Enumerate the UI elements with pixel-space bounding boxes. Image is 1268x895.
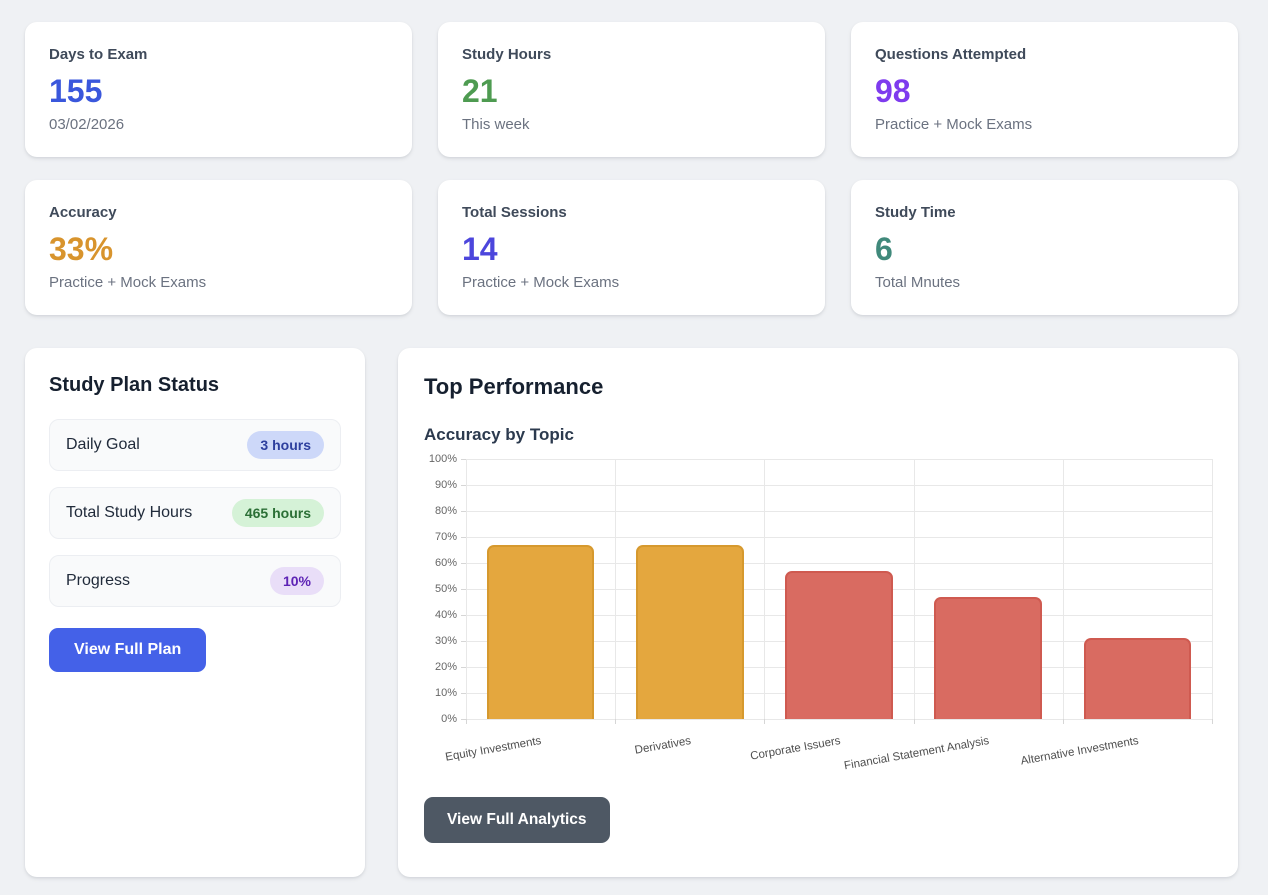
stat-label: Study Hours: [462, 46, 552, 63]
y-tick-label: 50%: [434, 583, 457, 595]
stat-subtext: Practice + Mock Exams: [875, 116, 1033, 133]
study-plan-title: Study Plan Status: [49, 374, 220, 396]
x-tick-label: Derivatives: [633, 735, 692, 757]
view-full-analytics-button[interactable]: View Full Analytics: [424, 797, 610, 843]
plan-row-label: Total Study Hours: [66, 504, 193, 521]
y-tick-label: 70%: [434, 531, 457, 543]
x-tick-mark: [913, 719, 915, 724]
x-tick-label: Financial Statement Analysis: [843, 735, 991, 773]
chart-x-axis: Equity Investments Derivatives Corporate I…: [445, 719, 1213, 781]
chart-bar[interactable]: [785, 570, 893, 719]
stat-subtext: Practice + Mock Exams: [462, 274, 620, 291]
chart-plot: [461, 459, 1213, 720]
stat-card-days-to-exam: Days to Exam 155 03/02/2026: [25, 22, 412, 157]
gridline: [466, 511, 1212, 512]
top-performance-panel: Top Performance Accuracy by Topic 0% 10% 2…: [398, 348, 1238, 877]
total-hours-badge: 465 hours: [231, 499, 324, 527]
y-tick-mark: [461, 537, 466, 538]
chart-y-axis: 0% 10% 20% 30% 40% 50% 60% 70% 80% 90% 100%: [424, 453, 466, 725]
y-tick-mark: [461, 719, 466, 720]
y-tick-label: 40%: [434, 609, 457, 621]
stat-value: 98: [875, 73, 911, 109]
gridline: [913, 459, 915, 719]
x-tick-label: Alternative Investments: [1019, 735, 1140, 768]
gridline: [466, 563, 1212, 564]
stat-card-study-time: Study Time 6 Total Mnutes: [851, 180, 1238, 315]
dashboard-page: Days to Exam 155 03/02/2026 Study Hours …: [25, 22, 1238, 877]
x-tick-mark: [615, 719, 617, 724]
plan-row-label: Progress: [66, 572, 131, 589]
plan-row-label: Daily Goal: [66, 436, 140, 453]
stat-label: Study Time: [875, 204, 956, 221]
y-tick-mark: [461, 459, 466, 460]
x-tick-mark: [466, 719, 467, 724]
stat-subtext: This week: [462, 116, 530, 133]
stats-grid: Days to Exam 155 03/02/2026 Study Hours …: [25, 22, 1238, 315]
y-tick-label: 0%: [441, 713, 457, 725]
stat-label: Accuracy: [49, 204, 117, 221]
accuracy-by-topic-chart: 0% 10% 20% 30% 40% 50% 60% 70% 80% 90% 100%: [424, 453, 1213, 725]
stat-card-study-hours: Study Hours 21 This week: [438, 22, 825, 157]
stat-value: 14: [462, 231, 498, 267]
stat-value: 155: [49, 73, 103, 109]
gridline: [466, 537, 1212, 538]
stat-value: 33%: [49, 231, 114, 267]
stat-card-total-sessions: Total Sessions 14 Practice + Mock Exams: [438, 180, 825, 315]
y-tick-label: 30%: [434, 635, 457, 647]
y-tick-mark: [461, 589, 466, 590]
y-tick-label: 90%: [434, 479, 457, 491]
stat-card-accuracy: Accuracy 33% Practice + Mock Exams: [25, 180, 412, 315]
y-tick-mark: [461, 485, 466, 486]
performance-title: Top Performance: [424, 374, 604, 399]
plan-row-total-study-hours: Total Study Hours 465 hours: [49, 487, 341, 539]
y-tick-mark: [461, 667, 466, 668]
stat-subtext: Total Mnutes: [875, 274, 961, 291]
gridline: [1062, 459, 1064, 719]
y-tick-mark: [461, 641, 466, 642]
study-plan-panel: Study Plan Status Daily Goal 3 hours Tot…: [25, 348, 365, 877]
x-tick-mark: [1062, 719, 1064, 724]
gridline: [1212, 459, 1213, 719]
y-tick-label: 60%: [434, 557, 457, 569]
y-tick-mark: [461, 563, 466, 564]
chart-bar[interactable]: [1083, 638, 1192, 719]
x-tick-label: Corporate Issuers: [748, 735, 842, 763]
gridline: [466, 719, 1212, 720]
y-tick-label: 80%: [434, 505, 457, 517]
view-full-plan-button[interactable]: View Full Plan: [49, 628, 207, 672]
gridline: [466, 485, 1212, 486]
plan-row-progress: Progress 10%: [49, 555, 341, 607]
y-tick-label: 10%: [434, 687, 457, 699]
stat-subtext: 03/02/2026: [49, 116, 125, 133]
chart-bar[interactable]: [486, 544, 595, 719]
y-tick-label: 100%: [428, 453, 457, 465]
gridline: [764, 459, 766, 719]
y-tick-mark: [461, 693, 466, 694]
stat-label: Days to Exam: [49, 46, 148, 63]
y-tick-mark: [461, 511, 466, 512]
stat-card-questions-attempted: Questions Attempted 98 Practice + Mock E…: [851, 22, 1238, 157]
plan-row-daily-goal: Daily Goal 3 hours: [49, 419, 341, 471]
y-tick-label: 20%: [434, 661, 457, 673]
progress-badge: 10%: [269, 567, 324, 595]
chart-title: Accuracy by Topic: [424, 425, 574, 444]
x-tick-label: Equity Investments: [444, 735, 543, 764]
x-tick-mark: [1212, 719, 1213, 724]
stat-subtext: Practice + Mock Exams: [49, 274, 207, 291]
y-tick-mark: [461, 615, 466, 616]
gridline: [466, 459, 1212, 460]
stat-value: 21: [462, 73, 498, 109]
stat-label: Total Sessions: [462, 204, 567, 221]
gridline: [466, 459, 467, 719]
stat-value: 6: [875, 231, 893, 267]
chart-bar[interactable]: [934, 596, 1042, 719]
x-tick-mark: [764, 719, 766, 724]
chart-bar[interactable]: [636, 544, 744, 719]
stat-label: Questions Attempted: [875, 46, 1027, 63]
gridline: [615, 459, 617, 719]
daily-goal-badge: 3 hours: [247, 431, 324, 459]
main-row: Study Plan Status Daily Goal 3 hours Tot…: [25, 348, 1238, 877]
